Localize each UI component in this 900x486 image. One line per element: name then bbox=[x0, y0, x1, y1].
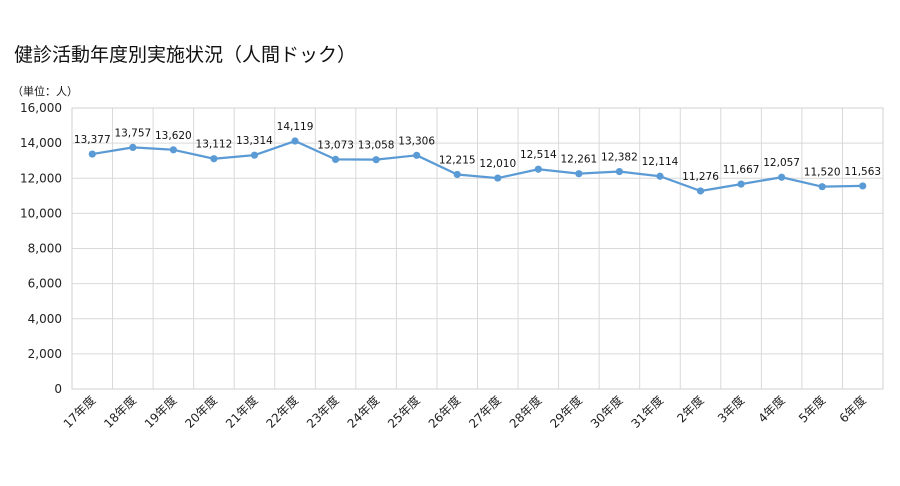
x-tick-label: 6年度 bbox=[836, 393, 869, 426]
data-point bbox=[656, 172, 664, 180]
data-label: 12,261 bbox=[561, 154, 598, 166]
y-tick-label: 10,000 bbox=[20, 206, 62, 220]
x-tick-label: 26年度 bbox=[425, 393, 463, 431]
data-point bbox=[453, 170, 461, 179]
x-tick-label: 21年度 bbox=[222, 393, 260, 431]
data-label: 13,620 bbox=[155, 130, 192, 142]
y-tick-label: 6,000 bbox=[28, 277, 62, 291]
x-tick-label: 3年度 bbox=[714, 393, 747, 426]
data-point bbox=[372, 156, 380, 164]
grid-lines bbox=[72, 107, 883, 390]
data-point bbox=[575, 170, 583, 178]
y-tick-label: 12,000 bbox=[20, 171, 62, 185]
data-point bbox=[534, 165, 542, 173]
x-tick-label: 18年度 bbox=[101, 393, 139, 431]
data-point bbox=[210, 155, 218, 163]
plot-area-border bbox=[71, 107, 884, 390]
data-label: 13,314 bbox=[236, 135, 273, 147]
data-label: 12,057 bbox=[763, 157, 800, 169]
data-label: 13,058 bbox=[358, 140, 395, 152]
data-point bbox=[696, 187, 705, 195]
data-point bbox=[331, 155, 340, 164]
x-tick-label: 4年度 bbox=[755, 393, 788, 426]
x-tick-label: 23年度 bbox=[303, 393, 341, 431]
data-label: 11,276 bbox=[682, 171, 719, 183]
data-label: 12,010 bbox=[479, 158, 516, 170]
x-tick-label: 28年度 bbox=[506, 393, 544, 431]
x-tick-label: 20年度 bbox=[182, 393, 220, 431]
data-label: 11,563 bbox=[844, 166, 881, 178]
y-tick-label: 4,000 bbox=[28, 312, 62, 326]
data-point bbox=[818, 183, 826, 191]
unit-label: （単位：人） bbox=[12, 85, 78, 98]
data-point bbox=[129, 143, 137, 151]
data-point bbox=[169, 146, 177, 154]
data-label: 14,119 bbox=[277, 121, 314, 133]
data-point bbox=[859, 182, 867, 190]
data-point bbox=[88, 150, 96, 158]
data-label: 11,520 bbox=[804, 167, 841, 179]
y-tick-label: 8,000 bbox=[28, 242, 62, 256]
data-point bbox=[291, 137, 299, 145]
data-label: 13,073 bbox=[317, 139, 354, 151]
x-tick-label: 2年度 bbox=[674, 393, 707, 426]
data-point bbox=[413, 151, 421, 159]
x-tick-label: 27年度 bbox=[466, 393, 504, 431]
x-tick-label: 30年度 bbox=[587, 393, 625, 431]
data-label: 11,667 bbox=[723, 164, 760, 176]
data-point bbox=[778, 173, 786, 181]
data-point bbox=[615, 167, 624, 176]
data-point bbox=[737, 180, 745, 188]
data-label: 12,382 bbox=[601, 152, 638, 164]
data-label: 12,114 bbox=[642, 156, 679, 168]
x-tick-label: 19年度 bbox=[141, 393, 179, 431]
data-label: 13,757 bbox=[114, 127, 151, 139]
y-tick-label: 14,000 bbox=[20, 136, 62, 150]
y-tick-label: 0 bbox=[54, 382, 62, 396]
x-tick-label: 22年度 bbox=[263, 393, 301, 431]
x-tick-label: 29年度 bbox=[547, 393, 585, 431]
x-tick-label: 5年度 bbox=[795, 393, 828, 426]
series-line bbox=[92, 139, 863, 193]
x-tick-label: 17年度 bbox=[60, 393, 98, 431]
x-axis-ticks: 17年度 18年度 19年度 20年度 21年度 22年度 23年度 24年度 25年度 26年度… bbox=[60, 393, 869, 431]
series-group bbox=[88, 137, 867, 195]
y-axis-ticks: 0 2,000 4,000 6,000 8,000 10,000 12,000 14,000 1… bbox=[20, 101, 62, 396]
y-tick-label: 2,000 bbox=[28, 347, 62, 361]
data-point bbox=[250, 151, 259, 159]
x-tick-label: 31年度 bbox=[628, 393, 666, 431]
chart-title: 健診活動年度別実施状況（人間ドック） bbox=[14, 44, 357, 66]
data-label: 13,306 bbox=[398, 135, 435, 147]
data-label: 13,112 bbox=[196, 139, 233, 151]
data-label: 12,514 bbox=[520, 149, 557, 161]
x-tick-label: 25年度 bbox=[384, 393, 422, 431]
data-label: 12,215 bbox=[439, 154, 476, 166]
x-tick-label: 24年度 bbox=[344, 393, 382, 431]
data-point bbox=[494, 174, 502, 182]
y-tick-label: 16,000 bbox=[20, 101, 62, 115]
data-label: 13,377 bbox=[74, 134, 111, 146]
